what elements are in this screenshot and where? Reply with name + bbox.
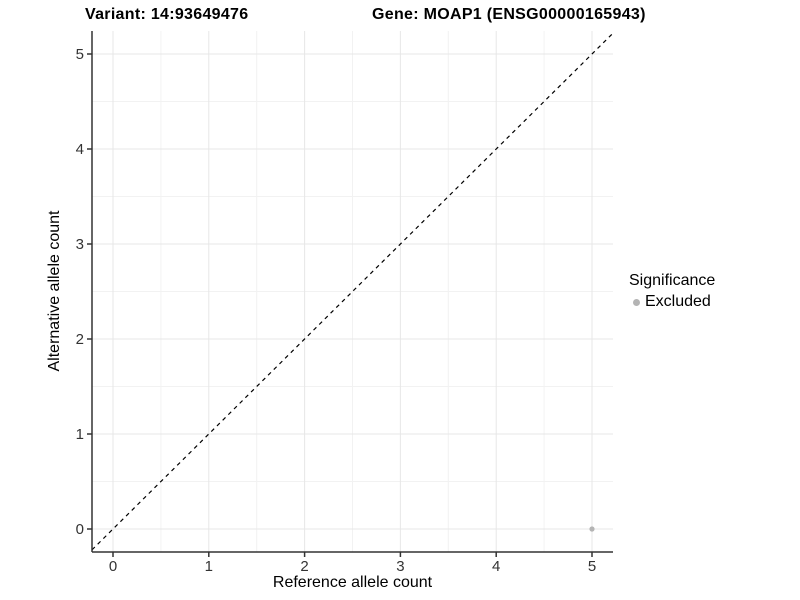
x-tick-label: 2 [300, 558, 309, 575]
plot-title-variant: Variant: 14:93649476 [85, 6, 249, 23]
y-tick-label: 3 [75, 236, 84, 253]
x-tick-label: 0 [108, 558, 118, 575]
data-point [589, 526, 595, 532]
legend-item-excluded: Excluded [629, 293, 715, 311]
legend: Significance Excluded [629, 272, 715, 311]
y-axis-title: Alternative allele count [46, 210, 63, 372]
legend-title: Significance [629, 272, 716, 289]
y-tick-label: 2 [75, 331, 84, 348]
x-tick-label: 3 [396, 558, 405, 575]
x-tick-label: 1 [204, 558, 213, 575]
x-tick-label: 5 [587, 558, 597, 575]
identity-dashed-line [91, 32, 614, 551]
y-tick-label: 5 [75, 46, 84, 63]
x-axis-title: Reference allele count [272, 574, 433, 591]
y-tick-label: 0 [75, 521, 84, 538]
y-tick-label: 1 [75, 426, 84, 443]
y-tick-label: 4 [75, 141, 84, 158]
legend-item-label: Excluded [645, 293, 711, 310]
legend-key-dot-icon [633, 298, 640, 306]
plot-title-gene: Gene: MOAP1 (ENSG00000165943) [372, 6, 646, 23]
x-tick-label: 4 [492, 558, 501, 575]
